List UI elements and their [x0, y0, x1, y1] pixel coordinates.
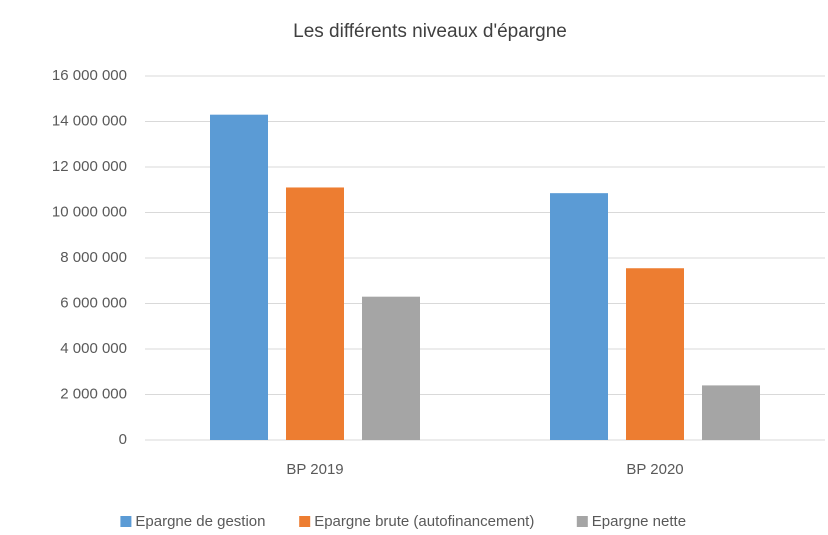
bar: [702, 385, 760, 440]
bar: [626, 268, 684, 440]
x-tick-label: BP 2019: [286, 461, 343, 478]
legend-label: Epargne nette: [592, 513, 686, 530]
bar: [286, 187, 344, 440]
bar: [362, 296, 420, 440]
y-tick-label: 2 000 000: [60, 385, 127, 402]
chart-title: Les différents niveaux d'épargne: [293, 21, 567, 42]
y-tick-label: 14 000 000: [52, 112, 127, 129]
bar: [210, 114, 268, 441]
legend-label: Epargne brute (autofinancement): [314, 513, 534, 530]
legend-swatch: [576, 516, 588, 527]
y-tick-label: 16 000 000: [52, 67, 127, 84]
legend-label: Epargne de gestion: [135, 513, 265, 530]
y-tick-label: 0: [119, 431, 127, 448]
y-tick-label: 6 000 000: [60, 294, 127, 311]
bar: [550, 193, 608, 440]
legend-swatch: [120, 516, 132, 527]
legend-swatch: [299, 516, 311, 527]
y-tick-label: 12 000 000: [52, 158, 127, 175]
x-tick-label: BP 2020: [626, 461, 683, 478]
y-tick-label: 10 000 000: [52, 203, 127, 220]
y-tick-label: 8 000 000: [60, 249, 127, 266]
y-tick-label: 4 000 000: [60, 340, 127, 357]
